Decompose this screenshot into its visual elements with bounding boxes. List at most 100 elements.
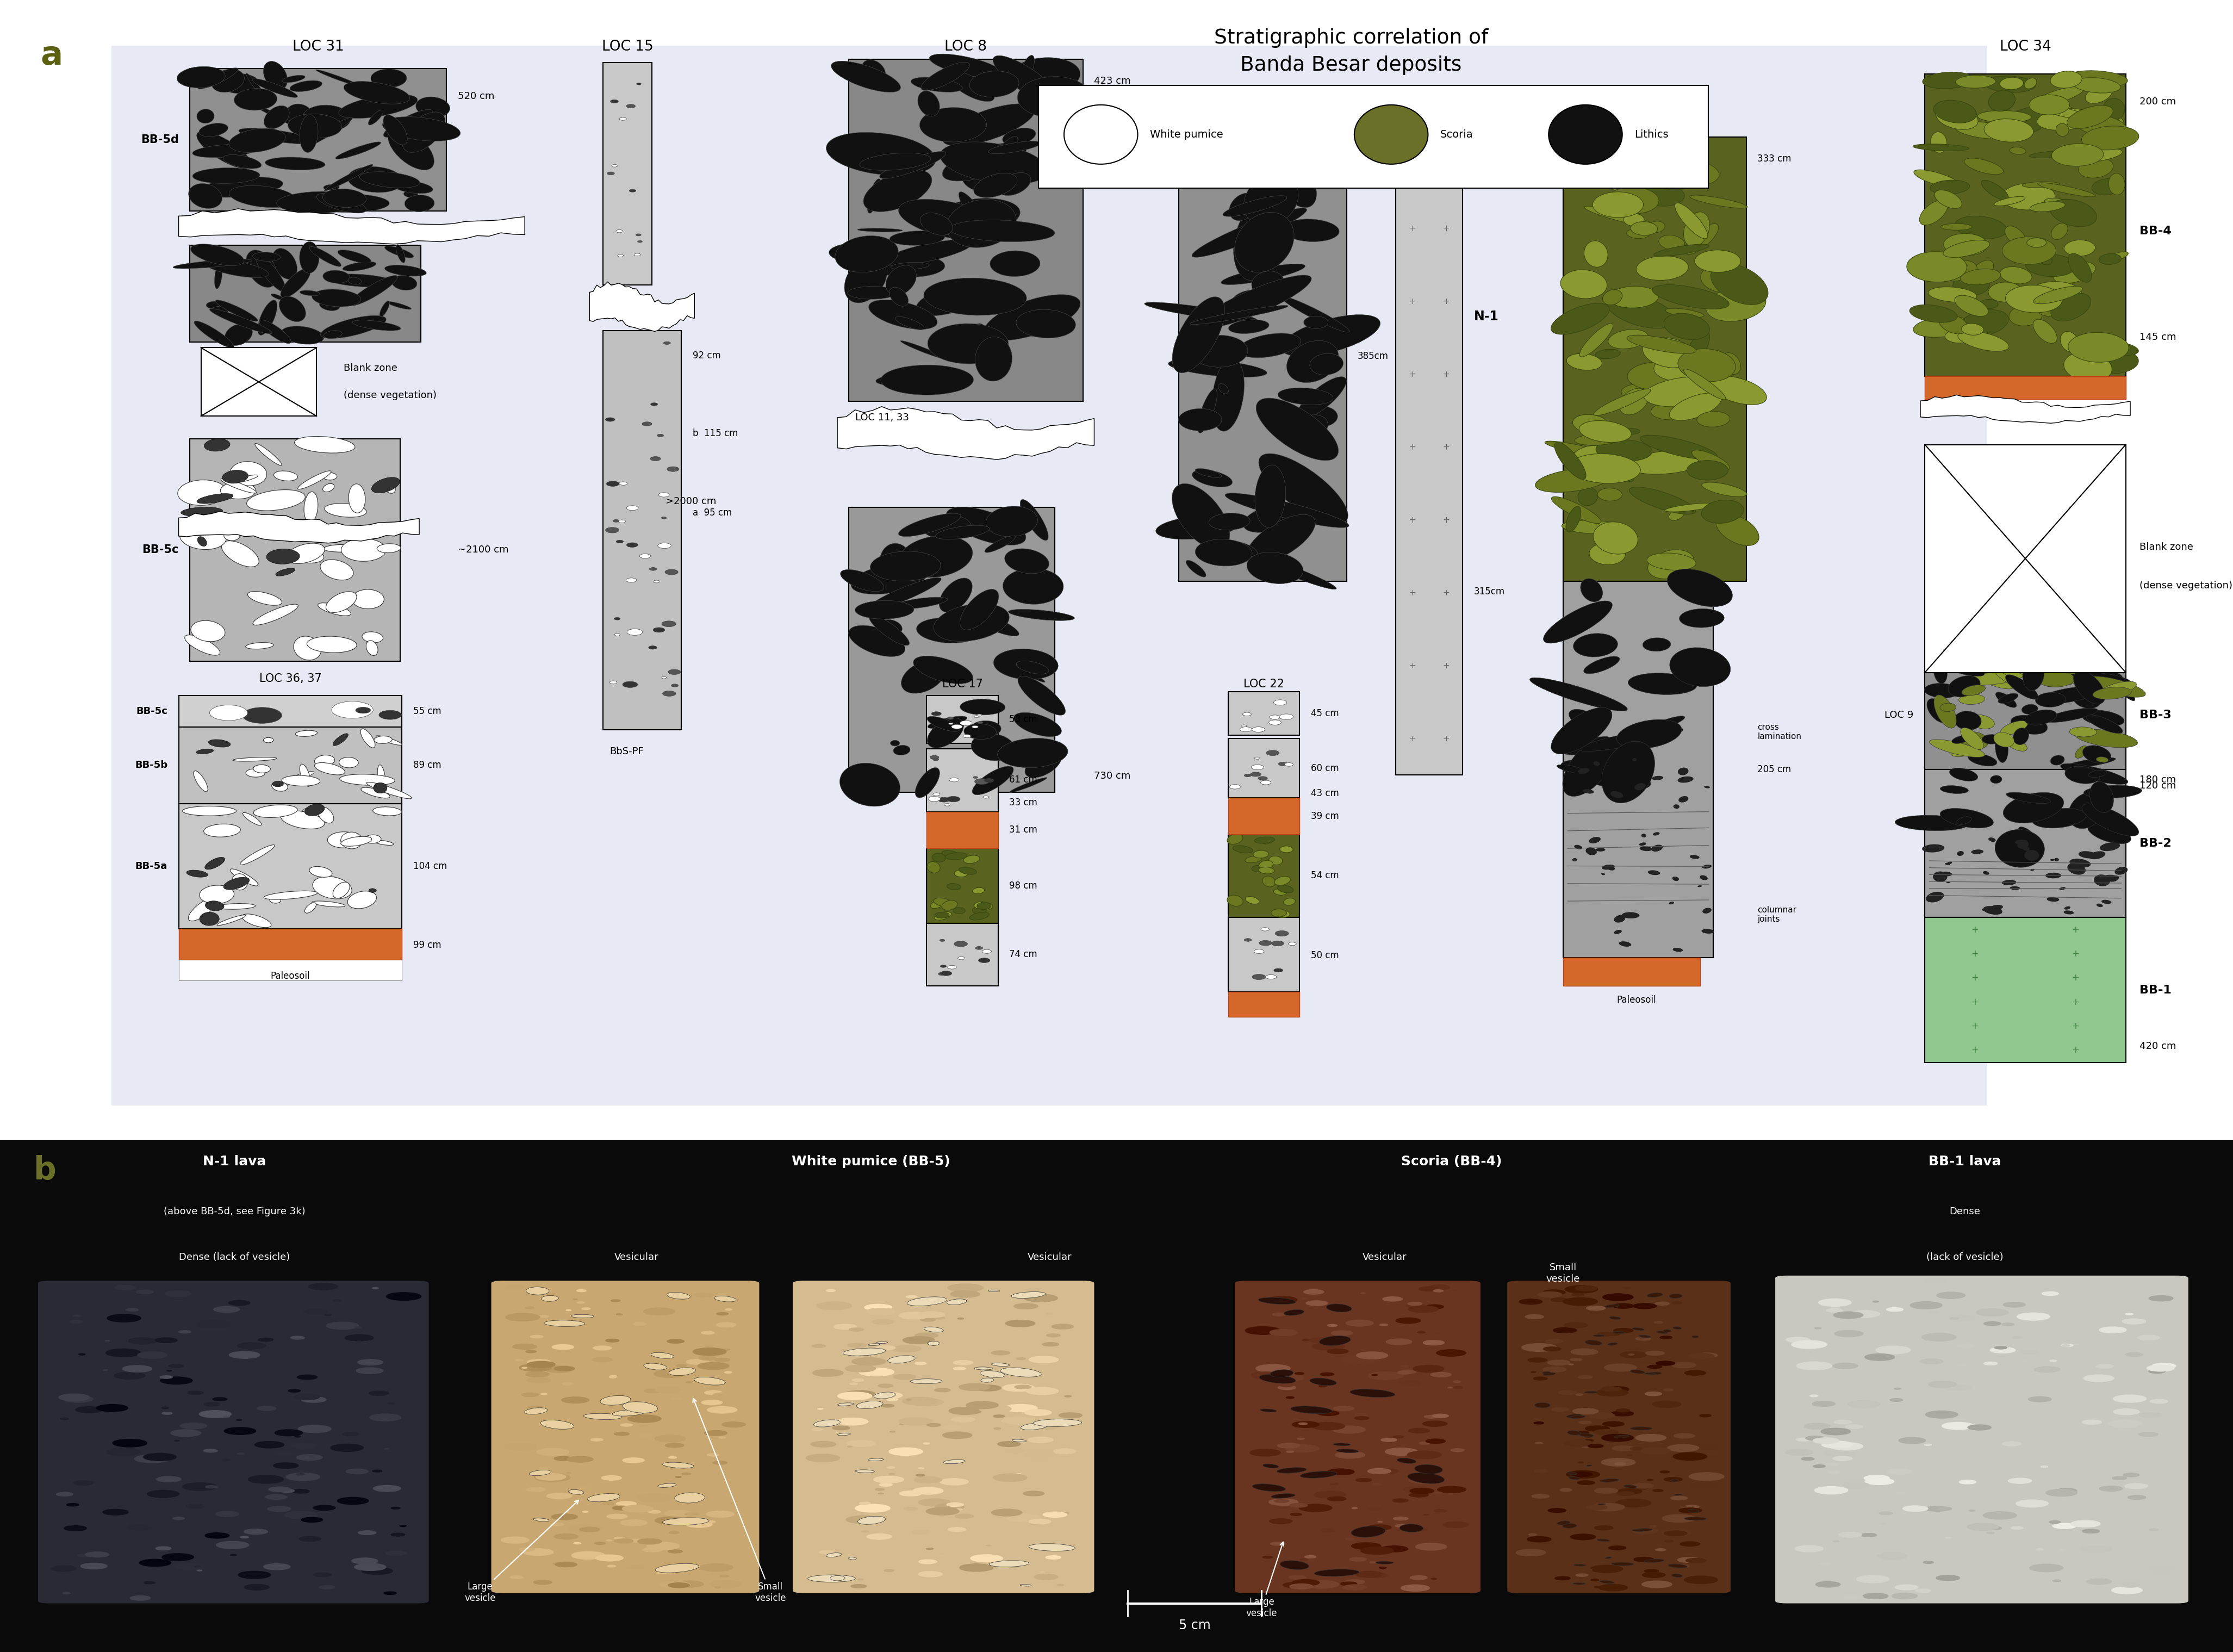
Ellipse shape (866, 178, 882, 213)
Ellipse shape (210, 705, 248, 720)
Circle shape (1295, 1373, 1304, 1374)
Circle shape (719, 1574, 728, 1578)
Circle shape (2061, 1345, 2070, 1346)
Ellipse shape (355, 707, 371, 714)
Circle shape (554, 1563, 560, 1564)
Circle shape (866, 1308, 895, 1315)
Bar (1179, 131, 1346, 582)
Ellipse shape (1255, 557, 1335, 590)
Ellipse shape (1262, 927, 1268, 932)
Text: 333 cm: 333 cm (1757, 154, 1791, 164)
Ellipse shape (1277, 388, 1333, 405)
Circle shape (902, 1398, 938, 1406)
Circle shape (1617, 1409, 1630, 1412)
Circle shape (1536, 1540, 1554, 1545)
Circle shape (703, 1431, 728, 1436)
Ellipse shape (1603, 456, 1635, 482)
Circle shape (313, 1505, 335, 1510)
Text: N-1 lava: N-1 lava (203, 1155, 266, 1168)
Circle shape (1697, 1353, 1717, 1358)
Ellipse shape (1025, 752, 1061, 778)
Ellipse shape (326, 274, 395, 287)
Ellipse shape (1628, 672, 1697, 694)
Ellipse shape (1552, 737, 1628, 755)
Circle shape (648, 1543, 679, 1550)
Circle shape (1543, 1346, 1561, 1351)
Ellipse shape (668, 466, 679, 471)
Circle shape (884, 1569, 893, 1571)
Circle shape (386, 1551, 406, 1556)
Ellipse shape (2025, 849, 2039, 861)
Ellipse shape (1704, 786, 1710, 788)
Ellipse shape (2030, 202, 2066, 211)
Circle shape (1603, 1421, 1623, 1426)
Circle shape (1576, 1574, 1588, 1576)
Ellipse shape (893, 745, 911, 755)
Ellipse shape (1646, 1373, 1661, 1374)
Ellipse shape (605, 418, 614, 421)
Circle shape (1376, 1469, 1398, 1474)
Text: LOC 17: LOC 17 (942, 679, 983, 689)
Circle shape (630, 1540, 643, 1543)
Circle shape (527, 1487, 545, 1492)
Circle shape (2052, 1523, 2077, 1528)
Ellipse shape (344, 81, 411, 104)
Circle shape (913, 1530, 929, 1535)
Ellipse shape (1195, 539, 1253, 567)
Ellipse shape (540, 1421, 574, 1429)
Ellipse shape (1614, 1436, 1630, 1437)
Ellipse shape (1635, 783, 1646, 790)
Circle shape (1967, 1523, 1999, 1530)
Ellipse shape (212, 69, 243, 93)
Ellipse shape (217, 915, 246, 925)
Text: +: + (1443, 297, 1449, 306)
Circle shape (1367, 1469, 1391, 1474)
Bar (179, 695, 402, 727)
Ellipse shape (270, 897, 281, 904)
Ellipse shape (1621, 912, 1639, 919)
Ellipse shape (587, 1493, 621, 1502)
Circle shape (525, 1371, 549, 1378)
Text: 89 cm: 89 cm (413, 760, 442, 770)
Ellipse shape (942, 851, 960, 857)
Circle shape (1585, 1439, 1594, 1441)
Ellipse shape (1722, 352, 1742, 375)
Ellipse shape (2039, 687, 2099, 704)
Circle shape (920, 1318, 936, 1322)
Ellipse shape (362, 631, 384, 643)
Ellipse shape (1224, 195, 1286, 216)
Circle shape (1351, 1543, 1380, 1550)
Circle shape (592, 1358, 612, 1361)
Bar (1228, 692, 1300, 735)
Circle shape (241, 1536, 248, 1538)
Ellipse shape (286, 104, 313, 127)
Ellipse shape (619, 482, 627, 486)
Circle shape (1561, 1488, 1572, 1492)
Circle shape (552, 1523, 563, 1526)
Circle shape (2030, 1564, 2063, 1571)
Text: a: a (40, 40, 63, 73)
Circle shape (1949, 1318, 1958, 1320)
Ellipse shape (1673, 805, 1679, 809)
Circle shape (1516, 1550, 1545, 1556)
Ellipse shape (188, 183, 221, 208)
Ellipse shape (1570, 1477, 1581, 1480)
Ellipse shape (275, 568, 295, 577)
Ellipse shape (1608, 296, 1675, 329)
Ellipse shape (2050, 71, 2081, 88)
Circle shape (538, 1315, 549, 1318)
Ellipse shape (1990, 905, 2003, 910)
Text: 315cm: 315cm (1474, 586, 1505, 596)
Ellipse shape (1168, 358, 1266, 377)
Circle shape (2041, 1292, 2059, 1295)
Ellipse shape (199, 198, 212, 206)
Ellipse shape (1335, 1449, 1358, 1452)
Circle shape (668, 1550, 683, 1553)
Circle shape (1268, 1373, 1304, 1381)
Text: 61 cm: 61 cm (1009, 775, 1038, 785)
Ellipse shape (1583, 790, 1594, 793)
Circle shape (623, 1505, 652, 1512)
Circle shape (916, 1474, 924, 1477)
Bar (1925, 917, 2126, 1062)
Text: 39 cm: 39 cm (1311, 811, 1340, 821)
